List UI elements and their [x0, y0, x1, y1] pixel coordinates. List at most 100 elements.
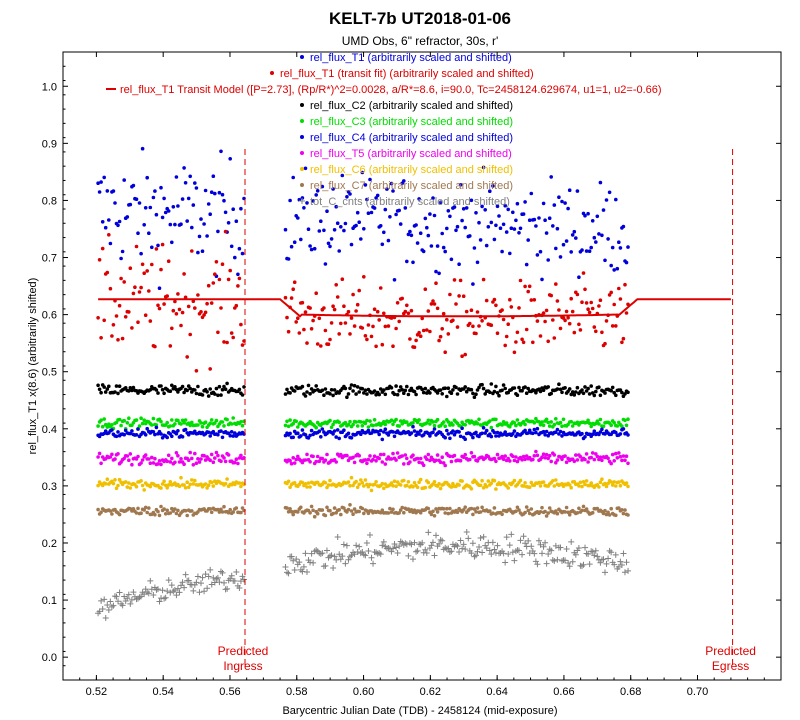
data-point: [296, 216, 300, 220]
data-point: [314, 384, 319, 388]
data-point: [156, 509, 160, 514]
legend-entry-rel_flux_T5: rel_flux_T5 (arbitrarily scaled and shif…: [300, 148, 512, 160]
data-point: [526, 508, 530, 513]
data-point: [150, 262, 154, 267]
data-point: [569, 485, 573, 490]
data-point: [312, 388, 317, 393]
data-point: [137, 424, 142, 428]
data-point: [532, 427, 537, 432]
data-point: [216, 453, 220, 458]
data-point: [563, 546, 570, 553]
data-point: [170, 383, 174, 388]
data-point: [612, 268, 616, 272]
plot-frame: [62, 51, 782, 681]
transit-model-line: [98, 298, 731, 318]
data-point: [446, 209, 451, 213]
data-point: [494, 303, 498, 308]
data-point: [580, 431, 584, 436]
data-point: [586, 460, 590, 464]
data-point: [524, 391, 529, 396]
data-point: [355, 302, 360, 307]
data-point: [128, 386, 133, 390]
data-point: [173, 422, 177, 426]
data-point: [331, 553, 338, 560]
data-point: [608, 549, 615, 556]
data-point: [606, 510, 610, 515]
data-point: [601, 511, 606, 516]
data-point: [517, 508, 521, 512]
data-point: [190, 478, 194, 482]
data-point: [609, 388, 613, 393]
data-point: [517, 231, 521, 235]
data-point: [394, 326, 398, 331]
data-point: [405, 456, 409, 461]
data-point: [406, 540, 413, 547]
data-point: [428, 391, 432, 395]
data-point: [168, 511, 173, 515]
data-point: [352, 324, 357, 328]
legend-label: rel_flux_T1 (transit fit) (arbitrarily s…: [280, 68, 534, 80]
data-point: [409, 556, 416, 563]
data-point: [139, 285, 143, 290]
data-point: [417, 432, 421, 436]
data-point: [348, 332, 352, 336]
data-point: [183, 181, 188, 185]
data-point: [480, 533, 487, 540]
data-point: [174, 451, 179, 455]
data-point: [359, 478, 363, 482]
data-point: [391, 430, 395, 434]
data-point: [471, 435, 475, 440]
data-point: [242, 385, 246, 389]
data-point: [583, 457, 587, 462]
data-point: [555, 427, 560, 432]
data-point: [594, 329, 598, 334]
data-point: [451, 423, 455, 427]
data-point: [436, 540, 443, 547]
data-point: [506, 207, 511, 212]
data-point: [314, 193, 319, 197]
data-point: [515, 201, 520, 206]
data-point: [624, 454, 629, 459]
data-point: [520, 533, 527, 540]
data-point: [538, 389, 543, 394]
data-point: [506, 322, 511, 327]
data-point: [540, 277, 544, 282]
data-point: [623, 418, 627, 423]
data-point: [389, 386, 394, 390]
data-point: [150, 591, 157, 598]
data-point: [296, 559, 303, 566]
data-point: [362, 552, 369, 559]
data-point: [209, 480, 214, 485]
data-point: [355, 210, 360, 215]
data-point: [383, 324, 388, 329]
data-point: [323, 513, 328, 518]
data-point: [492, 478, 497, 483]
data-point: [560, 424, 564, 429]
data-point: [548, 547, 555, 554]
data-point: [383, 392, 388, 397]
data-point: [488, 390, 492, 395]
data-point: [156, 598, 163, 605]
data-point: [317, 229, 322, 233]
data-point: [621, 454, 626, 458]
data-point: [597, 559, 604, 566]
data-point: [191, 482, 196, 486]
data-point: [153, 512, 157, 517]
data-point: [382, 486, 386, 491]
data-point: [402, 510, 406, 515]
data-point: [357, 509, 362, 514]
x-tick-label: 0.60: [353, 686, 374, 698]
data-point: [236, 585, 243, 592]
data-point: [156, 462, 160, 466]
y-tick-label: 0.2: [42, 538, 57, 550]
data-point: [445, 394, 449, 399]
data-point: [419, 539, 426, 546]
data-point: [454, 302, 458, 306]
data-point: [348, 503, 352, 507]
data-point: [239, 420, 243, 424]
data-point: [577, 506, 581, 511]
data-point: [398, 483, 403, 487]
data-point: [139, 461, 143, 465]
data-point: [425, 457, 429, 462]
data-point: [349, 242, 354, 247]
